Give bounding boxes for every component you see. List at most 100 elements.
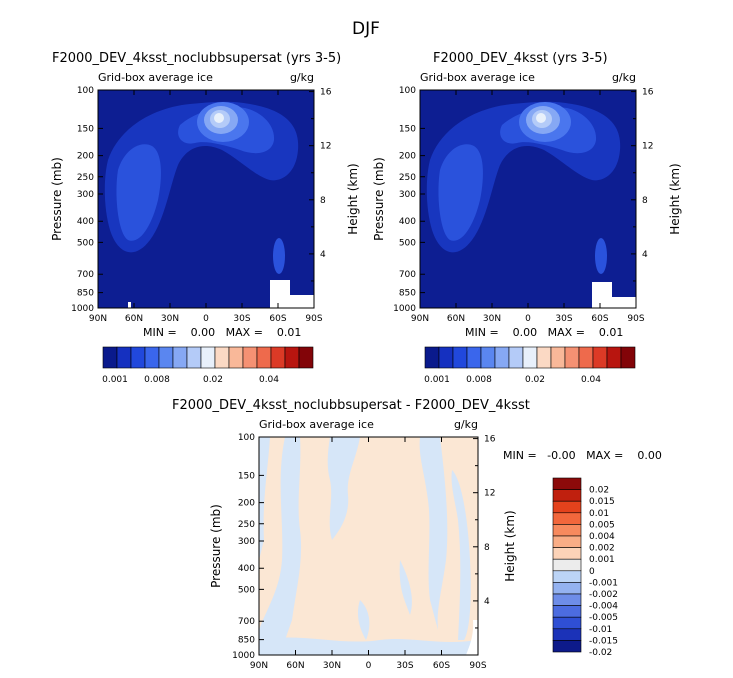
panel-2-x-ticks: 90N 60N 30N 0 30S 60S 90S [411, 90, 645, 324]
colorbar-label: 0.002 [589, 544, 615, 554]
x-tick-label: 30N [161, 314, 179, 324]
y-tick-label: 700 [77, 270, 94, 280]
x-tick-label: 90N [411, 314, 429, 324]
y-tick-label: 150 [399, 124, 416, 134]
colorbar-label: 0 [589, 567, 595, 577]
colorbar-swatch [552, 477, 582, 490]
panel-1-y-ticks: 100 150 200 250 300 400 500 700 850 1000 [71, 86, 103, 314]
x-tick-label: 60S [269, 314, 286, 324]
y-tick-label: 400 [77, 217, 94, 227]
colorbar-swatch [620, 346, 636, 369]
colorbar-swatch [480, 346, 496, 369]
colorbar-label: 0.02 [525, 375, 545, 385]
x-tick-label: 60N [447, 314, 465, 324]
panel-1: F2000_DEV_4ksst_noclubbsupersat (yrs 3-5… [50, 51, 360, 385]
y-tick-label: 1000 [71, 304, 94, 314]
y-tick-label: 200 [238, 499, 255, 509]
panel-1-ylabel-right: Height (km) [346, 163, 360, 234]
panel-2: F2000_DEV_4ksst (yrs 3-5) Grid-box avera… [372, 51, 682, 385]
x-tick-label: 60S [433, 661, 450, 671]
right-tick-label: 8 [320, 196, 326, 206]
colorbar-label: 0.04 [259, 375, 279, 385]
x-tick-label: 30S [396, 661, 413, 671]
colorbar-label: 0.001 [102, 375, 128, 385]
y-tick-label: 850 [238, 636, 255, 646]
y-tick-label: 1000 [393, 304, 416, 314]
x-tick-label: 0 [203, 314, 209, 324]
colorbar-swatch [552, 512, 582, 525]
colorbar-swatch [102, 346, 118, 369]
panel-2-subtitle-right: g/kg [612, 71, 636, 84]
colorbar-swatch [200, 346, 216, 369]
colorbar-swatch [552, 547, 582, 560]
panel-2-ylabel: Pressure (mb) [372, 157, 386, 241]
y-tick-label: 300 [238, 537, 255, 547]
y-tick-label: 150 [238, 471, 255, 481]
panel-1-contour-field [98, 90, 314, 308]
y-tick-label: 250 [238, 520, 255, 530]
x-tick-label: 60N [286, 661, 304, 671]
panel-2-subtitle-left: Grid-box average ice [420, 71, 535, 84]
colorbar-swatch [144, 346, 160, 369]
colorbar-swatch [522, 346, 538, 369]
colorbar-swatch [536, 346, 552, 369]
right-tick-label: 12 [642, 142, 653, 152]
panel-2-right-ticks: 16 12 8 4 [631, 88, 654, 282]
colorbar-label: 0.005 [589, 520, 615, 530]
y-tick-label: 100 [399, 86, 416, 96]
right-tick-label: 16 [320, 88, 332, 98]
y-tick-label: 400 [238, 564, 255, 574]
colorbar-swatch [242, 346, 258, 369]
panel-3-ylabel-right: Height (km) [503, 510, 517, 581]
panel-1-subtitle-right: g/kg [290, 71, 314, 84]
panel-3-subtitle-left: Grid-box average ice [259, 418, 374, 431]
colorbar-label: 0.001 [424, 375, 450, 385]
y-tick-label: 100 [77, 86, 94, 96]
colorbar-label: 0.01 [589, 509, 609, 519]
panel-1-right-ticks: 16 12 8 4 [309, 88, 332, 282]
x-tick-label: 90S [627, 314, 644, 324]
colorbar-swatch [116, 346, 132, 369]
y-tick-label: 850 [399, 289, 416, 299]
panel-1-ylabel: Pressure (mb) [50, 157, 64, 241]
colorbar-swatch [452, 346, 468, 369]
panel-2-ylabel-right: Height (km) [668, 163, 682, 234]
colorbar-label: -0.01 [589, 625, 612, 635]
y-tick-label: 250 [77, 173, 94, 183]
colorbar-swatch [466, 346, 482, 369]
colorbar-swatch [256, 346, 272, 369]
panel-3-x-ticks: 90N 60N 30N 0 30S 60S 90S [250, 437, 487, 671]
y-tick-label: 500 [399, 238, 416, 248]
colorbar-label: -0.005 [589, 613, 618, 623]
panel-3-title: F2000_DEV_4ksst_noclubbsupersat - F2000_… [172, 398, 530, 413]
y-tick-label: 200 [77, 152, 94, 162]
colorbar-label: -0.004 [589, 602, 618, 612]
x-tick-label: 30N [483, 314, 501, 324]
colorbar-swatch [552, 605, 582, 618]
colorbar-swatch [552, 616, 582, 630]
colorbar-swatch [424, 346, 440, 369]
panel-1-x-ticks: 90N 60N 30N 0 30S 60S 90S [89, 90, 323, 324]
panel-3-right-ticks: 16 12 8 4 [473, 435, 496, 629]
colorbar-label: 0.004 [589, 532, 615, 542]
colorbar-label: 0.015 [589, 497, 615, 507]
colorbar-swatch [606, 346, 622, 369]
y-tick-label: 250 [399, 173, 416, 183]
colorbar-label: 0.001 [589, 555, 615, 565]
panel-3-stats: MIN = -0.00 MAX = 0.00 [503, 449, 662, 462]
x-tick-label: 90S [305, 314, 322, 324]
colorbar-label: -0.001 [589, 578, 618, 588]
x-tick-label: 30N [323, 661, 341, 671]
x-tick-label: 90N [89, 314, 107, 324]
colorbar-swatch [186, 346, 202, 369]
right-tick-label: 4 [320, 250, 326, 260]
y-tick-label: 850 [77, 289, 94, 299]
y-tick-label: 700 [238, 617, 255, 627]
colorbar-swatch [552, 558, 582, 572]
x-tick-label: 30S [555, 314, 572, 324]
colorbar-swatch [552, 582, 582, 595]
colorbar-swatch [578, 346, 594, 369]
y-tick-label: 300 [399, 190, 416, 200]
x-tick-label: 90S [469, 661, 486, 671]
